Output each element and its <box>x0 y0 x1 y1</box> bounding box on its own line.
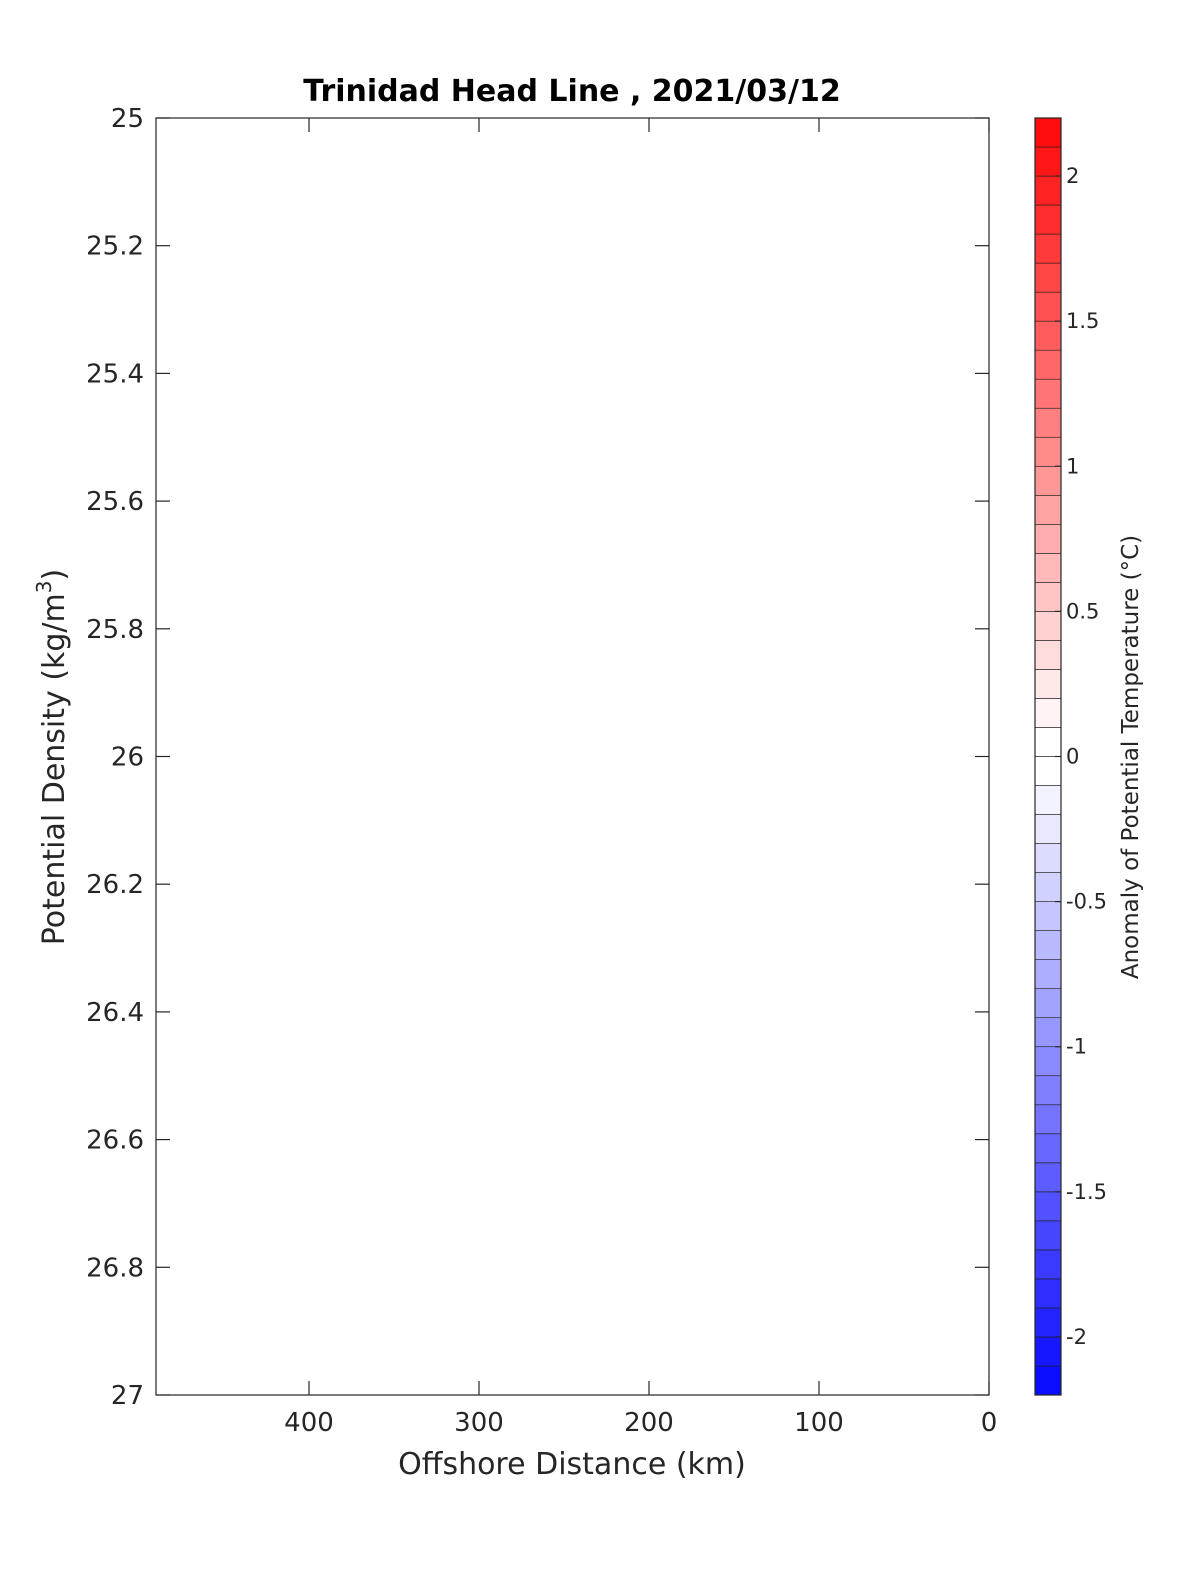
y-tick-label: 25.4 <box>86 359 144 389</box>
colorbar-level <box>1034 378 1062 409</box>
colorbar-level <box>1034 698 1062 728</box>
y-axis-label-main: Potential Density (kg/m <box>37 593 72 945</box>
colorbar-level <box>1034 553 1062 583</box>
colorbar-level <box>1034 1104 1062 1135</box>
y-tick-label: 27 <box>111 1381 144 1411</box>
colorbar-level <box>1034 175 1062 206</box>
colorbar-level <box>1034 1249 1062 1280</box>
colorbar-level <box>1034 1075 1062 1106</box>
y-axis-label: Potential Density (kg/m3) <box>32 569 72 945</box>
x-tick-label: 0 <box>981 1408 998 1438</box>
colorbar-tick-label: 1 <box>1066 454 1079 478</box>
y-tick-label: 25 <box>111 104 144 134</box>
colorbar-level <box>1034 872 1062 902</box>
colorbar-level <box>1034 349 1062 380</box>
colorbar-level <box>1034 1220 1062 1251</box>
y-tick-label: 26.6 <box>86 1126 144 1156</box>
colorbar-level <box>1034 407 1062 438</box>
colorbar-level <box>1034 901 1062 931</box>
colorbar-level <box>1034 146 1062 177</box>
colorbar-tick-label: 0.5 <box>1066 599 1099 623</box>
y-tick-label: 25.2 <box>86 232 144 262</box>
y-tick-label: 26.4 <box>86 998 144 1028</box>
colorbar-level <box>1034 1307 1062 1338</box>
colorbar-tick-label: -0.5 <box>1066 890 1107 914</box>
colorbar-tick-label: 2 <box>1066 164 1079 188</box>
x-tick-label: 200 <box>624 1408 674 1438</box>
colorbar-level <box>1034 494 1062 525</box>
colorbar-level <box>1034 582 1062 612</box>
colorbar-tick-label: -2 <box>1066 1325 1087 1349</box>
colorbar-level <box>1034 930 1062 960</box>
colorbar-label: Anomaly of Potential Temperature (°C) <box>1118 535 1144 979</box>
colorbar-level <box>1034 843 1062 873</box>
x-axis: 400 300 200 100 0 <box>284 118 997 1438</box>
colorbar-tick-label: -1.5 <box>1066 1180 1107 1204</box>
x-tick-label: 400 <box>284 1408 334 1438</box>
colorbar-level <box>1034 785 1062 815</box>
colorbar-level <box>1034 959 1062 989</box>
colorbar-level <box>1034 988 1062 1019</box>
colorbar-tick-label: 1.5 <box>1066 309 1099 333</box>
y-tick-label: 25.8 <box>86 615 144 645</box>
chart-title: Trinidad Head Line , 2021/03/12 <box>303 74 840 109</box>
y-axis-label-suffix: ) <box>37 569 72 581</box>
colorbar-level <box>1034 262 1062 293</box>
colorbar: 2 1.5 1 0.5 0 -0.5 -1 -1.5 -2 <box>1034 117 1107 1396</box>
y-tick-label: 26 <box>111 743 144 773</box>
colorbar-level <box>1034 465 1062 496</box>
x-tick-label: 300 <box>454 1408 504 1438</box>
plot-frame <box>155 117 990 1396</box>
y-tick-label: 26.8 <box>86 1253 144 1283</box>
colorbar-level <box>1034 204 1062 235</box>
colorbar-level <box>1034 320 1062 351</box>
colorbar-level <box>1034 814 1062 844</box>
colorbar-level <box>1034 611 1062 641</box>
x-axis-label: Offshore Distance (km) <box>398 1447 746 1482</box>
colorbar-level <box>1034 436 1062 467</box>
y-tick-label: 26.2 <box>86 870 144 900</box>
y-tick-label: 25.6 <box>86 487 144 517</box>
colorbar-level <box>1034 669 1062 699</box>
colorbar-level <box>1034 756 1062 786</box>
colorbar-level <box>1034 117 1062 148</box>
x-tick-label: 100 <box>794 1408 844 1438</box>
colorbar-level <box>1034 1046 1062 1077</box>
colorbar-level <box>1034 1162 1062 1193</box>
colorbar-level <box>1034 1191 1062 1222</box>
colorbar-level <box>1034 1336 1062 1367</box>
colorbar-tick-label: 0 <box>1066 745 1079 769</box>
y-axis-label-superscript: 3 <box>32 580 56 593</box>
colorbar-level <box>1034 291 1062 322</box>
plot-area <box>155 117 990 1396</box>
colorbar-level <box>1034 1278 1062 1309</box>
colorbar-level <box>1034 1133 1062 1164</box>
y-axis: 25 25.2 25.4 25.6 25.8 26 26.2 26.4 26.6 26.8 27 <box>86 104 989 1411</box>
colorbar-level <box>1034 640 1062 670</box>
colorbar-level <box>1034 1017 1062 1048</box>
colorbar-level <box>1034 727 1062 757</box>
colorbar-level <box>1034 524 1062 554</box>
colorbar-tick-label: -1 <box>1066 1035 1087 1059</box>
colorbar-level <box>1034 1365 1062 1396</box>
colorbar-level <box>1034 233 1062 264</box>
